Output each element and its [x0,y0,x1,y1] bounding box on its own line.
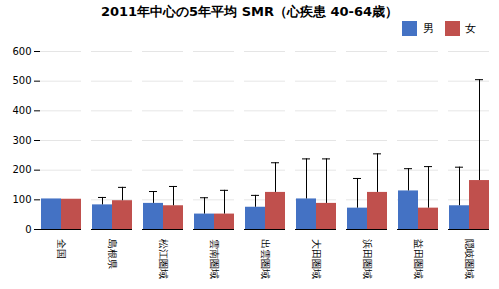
svg-text:雲南圏域: 雲南圏域 [209,239,220,279]
svg-text:益田圏域: 益田圏域 [413,239,424,279]
svg-text:出雲圏域: 出雲圏域 [260,239,271,279]
svg-text:隠岐圏域: 隠岐圏域 [464,239,475,279]
svg-text:100: 100 [12,194,31,205]
svg-text:松江圏域: 松江圏域 [158,239,169,279]
svg-text:島根県: 島根県 [107,239,118,269]
svg-text:600: 600 [12,46,31,57]
svg-text:500: 500 [12,75,31,86]
svg-text:0: 0 [25,224,31,235]
svg-text:200: 200 [12,164,31,175]
html-text:女: 女 [465,21,476,35]
svg-text:全国: 全国 [56,239,67,259]
html-text:2011年中心の5年平均 SMR（心疾患 40-64歳）: 2011年中心の5年平均 SMR（心疾患 40-64歳） [100,4,399,19]
html-text:男: 男 [422,21,434,35]
svg-text:300: 300 [12,135,31,146]
svg-text:大田圏域: 大田圏域 [311,239,322,279]
svg-text:400: 400 [12,105,31,116]
svg-text:浜田圏域: 浜田圏域 [362,239,373,279]
